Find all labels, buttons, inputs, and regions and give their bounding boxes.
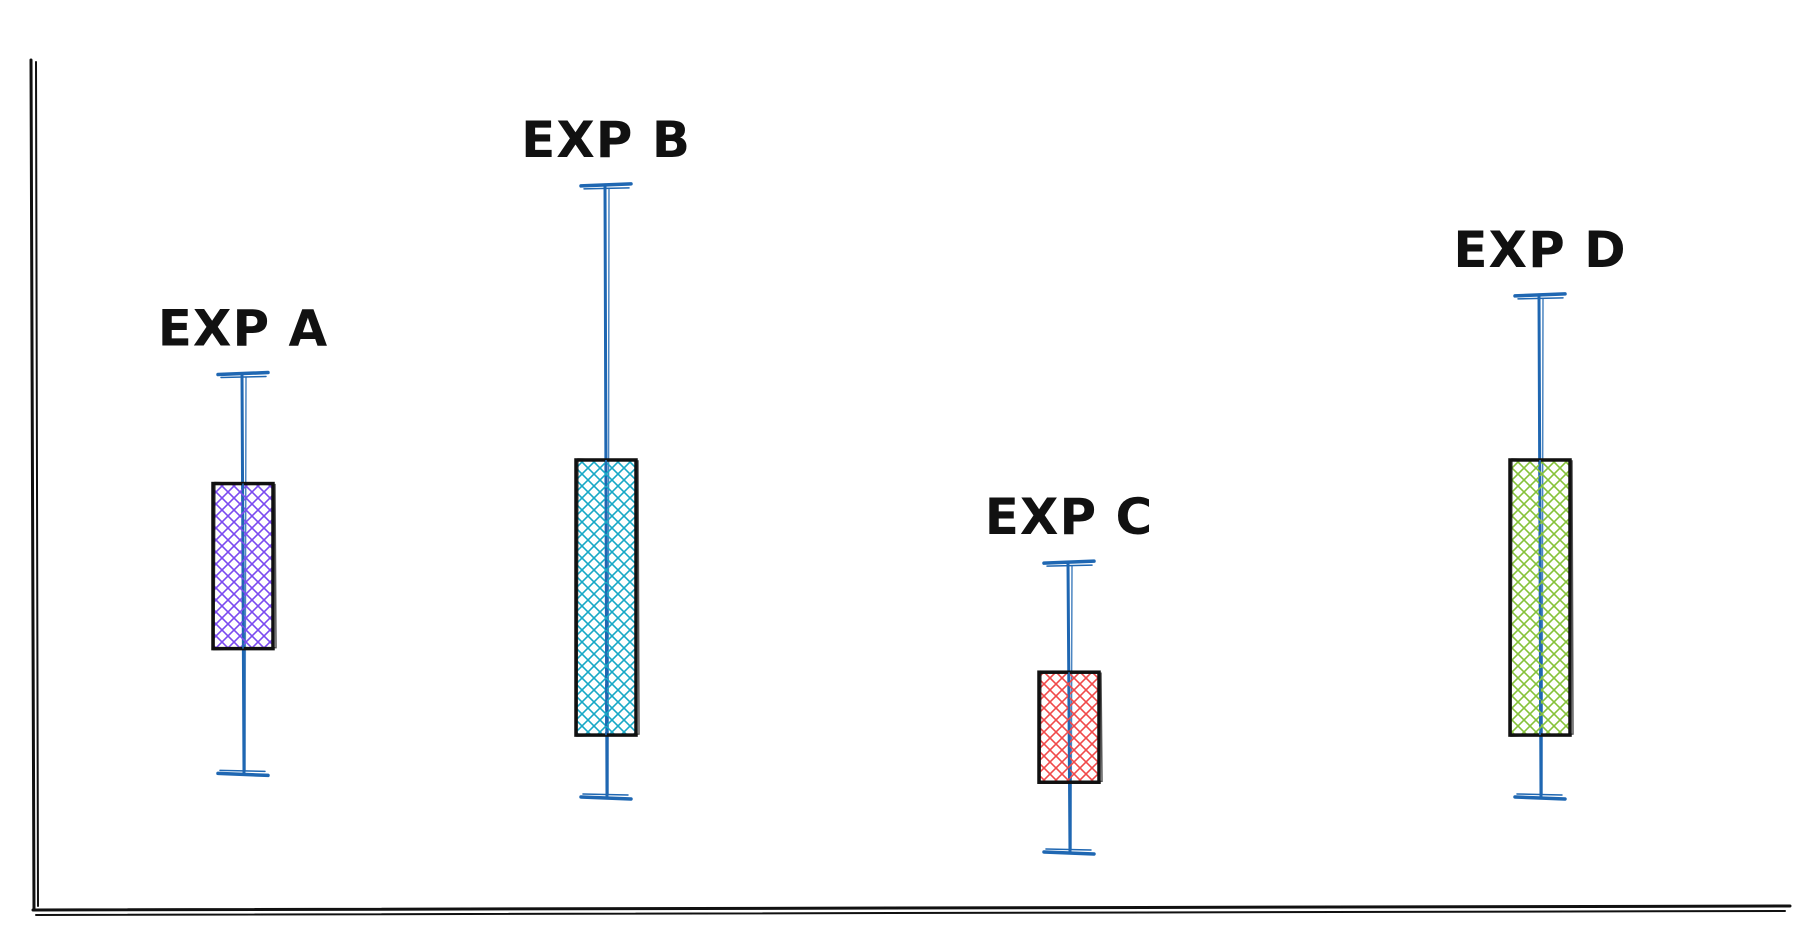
box-label: EXP D (1453, 221, 1626, 279)
whisker-cap-top-sketch (1046, 564, 1093, 567)
box-label: EXP C (985, 488, 1153, 546)
box-label: EXP B (521, 111, 691, 169)
whisker-cap-top (1042, 559, 1096, 565)
box-item: EXP B (521, 111, 691, 801)
whisker-cap-top (579, 182, 633, 188)
box-item: EXP A (158, 300, 328, 778)
whisker-cap-bottom-sketch (1516, 793, 1563, 796)
whisker-cap-bottom-sketch (219, 769, 266, 773)
whisker-cap-top (1513, 292, 1567, 298)
box-outline-sketch (576, 458, 640, 737)
box-outline-sketch (213, 481, 277, 651)
boxes-group: EXP A EXP B EXP C EXP D (158, 111, 1626, 856)
x-axis-line (31, 904, 1792, 912)
box-outline-sketch (1510, 458, 1574, 737)
whisker-cap-top-sketch (220, 375, 267, 379)
whisker-cap-bottom-sketch (582, 793, 629, 796)
whisker-cap-bottom (216, 771, 270, 778)
whisker-cap-top-sketch (583, 187, 630, 190)
y-axis-line-sketch (35, 61, 39, 907)
box-item: EXP D (1453, 221, 1626, 801)
x-axis-line-sketch (35, 910, 1786, 916)
y-axis-line (29, 58, 36, 912)
whisker-cap-top (216, 370, 270, 377)
box-item: EXP C (985, 488, 1153, 856)
box-outline-sketch (1039, 670, 1103, 785)
axes (29, 58, 1792, 916)
whisker-cap-bottom (1042, 850, 1096, 856)
whisker-cap-bottom (1513, 795, 1567, 801)
whisker-cap-bottom-sketch (1045, 848, 1092, 851)
whisker-cap-top-sketch (1517, 297, 1564, 300)
whisker-cap-bottom (579, 795, 633, 801)
box-label: EXP A (158, 300, 328, 358)
